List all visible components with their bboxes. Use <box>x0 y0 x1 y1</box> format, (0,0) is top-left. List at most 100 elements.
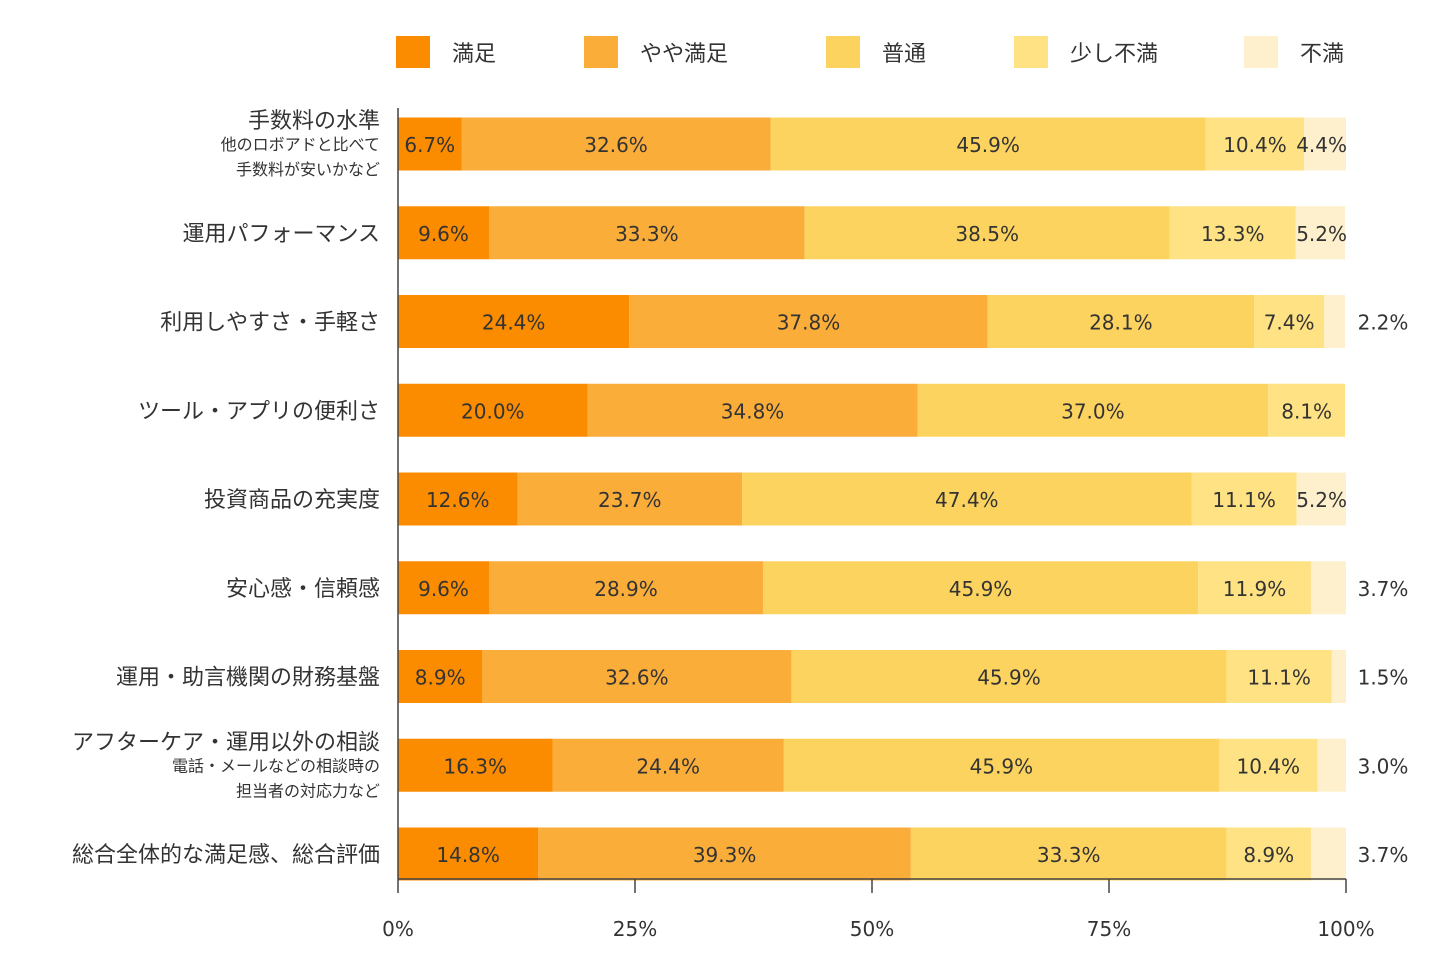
bar-segment-r2-s1 <box>629 295 988 348</box>
bar-segment-r7-s3 <box>1218 738 1318 792</box>
bar-segment-r0-s3 <box>1205 117 1305 171</box>
data-label-r8-s1: 39.3% <box>693 843 757 867</box>
data-label-r7-s1: 24.4% <box>636 754 700 778</box>
bar-segment-r1-s1 <box>489 206 805 260</box>
bar-segment-r8-s1 <box>538 827 911 881</box>
data-label-r4-s4: 5.2% <box>1296 488 1347 512</box>
data-label-r3-s0: 20.0% <box>461 399 525 423</box>
category-labels: 手数料の水準他のロボアドと比べて手数料が安いかなど運用パフォーマンス利用しやすさ… <box>72 109 380 868</box>
data-label-r3-s1: 34.8% <box>721 399 785 423</box>
bar-segment-r0-s0 <box>398 117 462 171</box>
legend-swatch-3 <box>1014 36 1048 68</box>
bar-segment-r2-s3 <box>1254 295 1325 348</box>
data-label-r7-s4: 3.0% <box>1358 754 1409 778</box>
x-tick-label-1: 25% <box>613 917 657 941</box>
category-label-2: 利用しやすさ・手軽さ <box>160 311 380 336</box>
data-label-r1-s0: 9.6% <box>418 222 469 246</box>
bar-segment-r5-s0 <box>398 561 490 615</box>
bar-segment-r7-s4 <box>1317 738 1346 792</box>
data-label-r6-s0: 8.9% <box>415 666 466 690</box>
legend-label-0: 満足 <box>452 42 496 67</box>
bar-segment-r2-s4 <box>1324 295 1346 348</box>
bar-segment-r8-s3 <box>1226 827 1311 881</box>
bar-segment-r3-s1 <box>587 383 918 437</box>
bar-segment-r5-s1 <box>489 561 763 615</box>
bar-segment-r0-s4 <box>1304 117 1346 171</box>
category-label-1: 運用パフォーマンス <box>182 222 380 247</box>
bar-segment-r1-s3 <box>1169 206 1296 260</box>
legend-swatch-0 <box>396 36 430 68</box>
category-sublabel-7-1: 担当者の対応力など <box>236 781 380 800</box>
data-label-r8-s4: 3.7% <box>1358 843 1409 867</box>
data-label-r5-s1: 28.9% <box>594 577 658 601</box>
chart-axes: 0% 25% 50% 75% 100% <box>382 108 1375 941</box>
data-label-r2-s2: 28.1% <box>1089 311 1153 335</box>
data-label-r7-s3: 10.4% <box>1236 754 1300 778</box>
legend-label-1: やや満足 <box>640 42 728 67</box>
category-sublabel-0-0: 他のロボアドと比べて <box>221 135 380 154</box>
legend-swatch-2 <box>826 36 860 68</box>
data-label-r0-s3: 10.4% <box>1223 133 1287 157</box>
legend-label-3: 少し不満 <box>1070 42 1158 67</box>
bar-segment-r6-s0 <box>398 650 483 703</box>
bar-segment-r5-s2 <box>762 561 1199 615</box>
data-label-r7-s2: 45.9% <box>970 754 1034 778</box>
x-tick-label-3: 75% <box>1087 917 1131 941</box>
bar-segment-r3-s2 <box>917 383 1269 437</box>
data-label-r4-s0: 12.6% <box>426 488 490 512</box>
data-label-r4-s3: 11.1% <box>1212 488 1276 512</box>
bar-segment-r4-s0 <box>398 472 518 526</box>
data-label-r3-s3: 8.1% <box>1281 399 1332 423</box>
legend-swatch-1 <box>584 36 618 68</box>
data-label-r7-s0: 16.3% <box>443 754 507 778</box>
data-label-r5-s2: 45.9% <box>949 577 1013 601</box>
category-label-5: 安心感・信頼感 <box>226 577 380 602</box>
data-label-r4-s2: 47.4% <box>935 488 999 512</box>
data-label-r6-s3: 11.1% <box>1247 666 1311 690</box>
bar-segment-r1-s0 <box>398 206 490 260</box>
bar-segment-r6-s1 <box>482 650 792 703</box>
bar-segment-r1-s4 <box>1295 206 1346 260</box>
data-label-r1-s1: 33.3% <box>615 222 679 246</box>
bar-segment-r8-s4 <box>1310 827 1346 881</box>
legend-swatch-4 <box>1244 36 1278 68</box>
data-label-r0-s2: 45.9% <box>956 133 1020 157</box>
category-label-8: 総合全体的な満足感、総合評価 <box>72 843 380 868</box>
bar-segment-r6-s4 <box>1331 650 1346 703</box>
bar-segment-r0-s1 <box>461 117 771 171</box>
bar-segment-r8-s2 <box>910 827 1227 881</box>
data-label-r2-s1: 37.8% <box>777 311 841 335</box>
data-label-r4-s1: 23.7% <box>598 488 662 512</box>
data-label-r3-s2: 37.0% <box>1061 399 1125 423</box>
legend-label-4: 不満 <box>1300 42 1344 67</box>
data-label-r1-s2: 38.5% <box>955 222 1019 246</box>
chart-bars: 6.7% 32.6% 45.9% 10.4% 4.4% 9.6% 33.3% 38.5% 13.… <box>398 117 1409 881</box>
bar-segment-r3-s0 <box>398 383 588 437</box>
bar-segment-r2-s0 <box>398 295 630 348</box>
bar-segment-r8-s0 <box>398 827 539 881</box>
category-label-7: アフターケア・運用以外の相談 <box>72 730 380 755</box>
bar-segment-r6-s3 <box>1226 650 1332 703</box>
data-label-r8-s2: 33.3% <box>1037 843 1101 867</box>
data-label-r5-s4: 3.7% <box>1358 577 1409 601</box>
category-label-4: 投資商品の充実度 <box>204 488 380 513</box>
bar-segment-r7-s2 <box>783 738 1219 792</box>
category-label-6: 運用・助言機関の財務基盤 <box>116 666 380 691</box>
data-label-r1-s3: 13.3% <box>1201 222 1265 246</box>
category-sublabel-7-0: 電話・メールなどの相談時の <box>172 756 380 775</box>
bar-segment-r2-s2 <box>987 295 1255 348</box>
data-label-r0-s0: 6.7% <box>404 133 455 157</box>
data-label-r1-s4: 5.2% <box>1296 222 1347 246</box>
bar-segment-r5-s4 <box>1310 561 1346 615</box>
bar-segment-r4-s1 <box>517 472 743 526</box>
bar-segment-r0-s2 <box>770 117 1206 171</box>
legend-label-2: 普通 <box>882 42 926 67</box>
bar-segment-r4-s3 <box>1191 472 1297 526</box>
bar-segment-r4-s2 <box>742 472 1192 526</box>
chart-legend: 満足 やや満足 普通 少し不満 不満 <box>396 36 1344 68</box>
data-label-r2-s0: 24.4% <box>482 311 546 335</box>
data-label-r2-s3: 7.4% <box>1264 311 1315 335</box>
category-label-3: ツール・アプリの便利さ <box>138 399 380 424</box>
bar-segment-r3-s3 <box>1268 383 1346 437</box>
x-tick-label-2: 50% <box>850 917 894 941</box>
